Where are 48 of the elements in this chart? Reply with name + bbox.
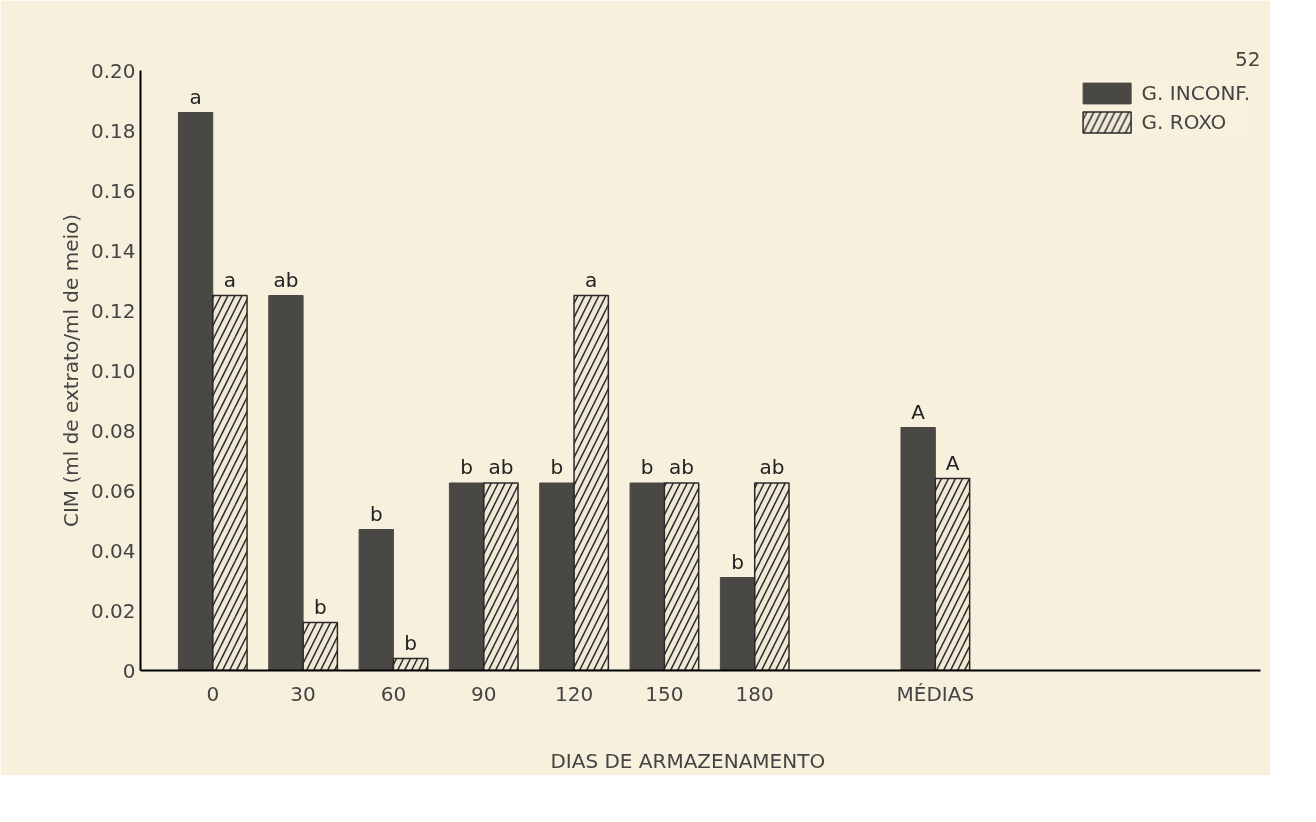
y-tick-label: 0.16 — [90, 178, 136, 203]
data-label: b — [369, 501, 383, 526]
x-tick-label: MÉDIAS — [896, 681, 975, 706]
data-label: ab — [759, 455, 785, 479]
data-label: b — [313, 594, 327, 619]
bar — [900, 427, 936, 671]
bar — [448, 482, 485, 671]
data-label: a — [189, 84, 202, 109]
legend-label: G. INCONF. — [1141, 81, 1250, 105]
bar — [358, 529, 394, 671]
x-tick-label: 60 — [380, 681, 407, 706]
y-tick-label: 0.10 — [90, 358, 136, 383]
bar — [177, 112, 214, 671]
x-tick-label: 150 — [645, 681, 684, 706]
data-label: b — [404, 630, 417, 655]
legend-label: G. ROXO — [1141, 110, 1227, 134]
data-label: a — [223, 267, 237, 292]
y-tick-label: 0.08 — [90, 418, 136, 443]
y-tick-label: 0.14 — [90, 238, 136, 263]
data-label: b — [460, 455, 473, 479]
x-axis-title: DIAS DE ARMAZENAMENTO — [550, 748, 826, 773]
data-label: b — [731, 549, 744, 574]
bar — [719, 577, 756, 671]
x-tick-label: 90 — [471, 681, 497, 706]
data-label: ab — [488, 455, 514, 479]
x-tick-label: 180 — [735, 681, 774, 706]
y-tick-label: 0 — [122, 658, 136, 683]
y-tick-label: 0.20 — [90, 58, 136, 83]
y-tick-label: 0.06 — [90, 478, 136, 503]
data-label: b — [550, 455, 564, 479]
bar — [268, 295, 304, 671]
data-label: A — [911, 399, 926, 424]
data-label: ab — [273, 267, 299, 292]
bar — [629, 482, 665, 671]
x-tick-label: 30 — [290, 681, 316, 706]
bar — [539, 482, 575, 671]
y-axis-title: CIM (ml de extrato/ml de meio) — [58, 213, 83, 528]
data-label: a — [585, 267, 598, 292]
x-tick-label: 120 — [554, 681, 594, 706]
y-tick-label: 0.18 — [90, 118, 136, 143]
data-label: A — [945, 450, 960, 475]
data-label: b — [640, 455, 654, 479]
x-tick-label: 0 — [206, 681, 220, 706]
y-tick-label: 0.12 — [90, 298, 136, 323]
y-tick-label: 0.02 — [90, 598, 136, 623]
text: 52 — [1235, 46, 1261, 71]
y-tick-label: 0.04 — [90, 538, 136, 563]
data-label: ab — [669, 455, 695, 479]
